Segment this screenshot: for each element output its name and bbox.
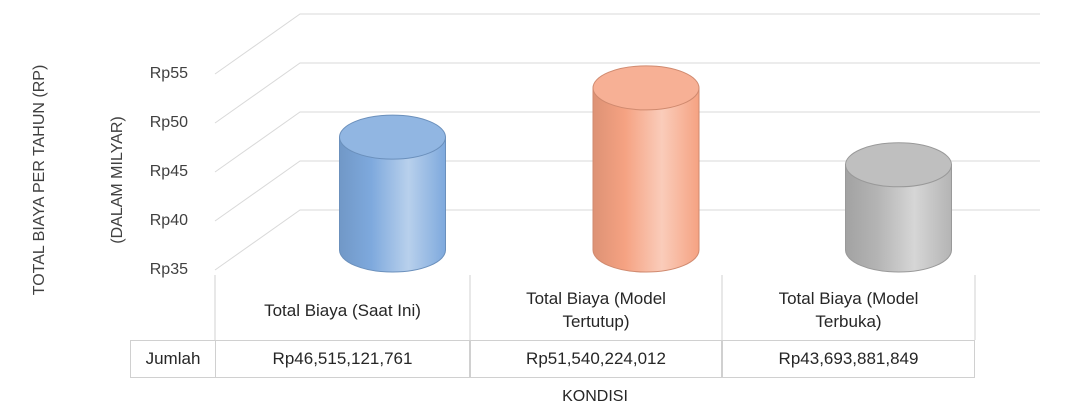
grid-line — [214, 160, 1040, 222]
x-tick-label: Total Biaya (Model Tertutup) — [526, 289, 666, 331]
cylinder — [592, 87, 700, 273]
y-tick-label: Rp35 — [150, 261, 188, 278]
grid-line — [214, 62, 1040, 124]
data-label: Rp46,515,121,761 — [215, 340, 470, 378]
y-tick-label: Rp45 — [150, 163, 188, 180]
y-tick-label: Rp50 — [150, 114, 188, 131]
x-tick-label: Total Biaya (Saat Ini) — [264, 300, 421, 320]
cylinder-top — [845, 142, 952, 188]
data-label: Rp51,540,224,012 — [470, 340, 722, 378]
cylinder-top — [339, 114, 446, 160]
y-axis-label: (DALAM MILYAR) — [109, 116, 126, 243]
cylinder-top — [592, 65, 700, 111]
y-tick-label: Rp55 — [150, 65, 188, 82]
y-tick-label: Rp40 — [150, 212, 188, 229]
x-axis-label: KONDISI — [562, 388, 628, 406]
grid-line — [214, 111, 1040, 173]
grid-line — [214, 13, 1040, 75]
y-axis-label: TOTAL BIAYA PER TAHUN (RP) — [31, 65, 48, 296]
cylinder — [339, 136, 446, 273]
grid-line — [214, 209, 1040, 271]
legend-label: Jumlah — [130, 340, 216, 378]
x-tick-label: Total Biaya (Model Terbuka) — [778, 289, 919, 331]
cylinder — [845, 164, 952, 273]
data-label: Rp43,693,881,849 — [722, 340, 975, 378]
